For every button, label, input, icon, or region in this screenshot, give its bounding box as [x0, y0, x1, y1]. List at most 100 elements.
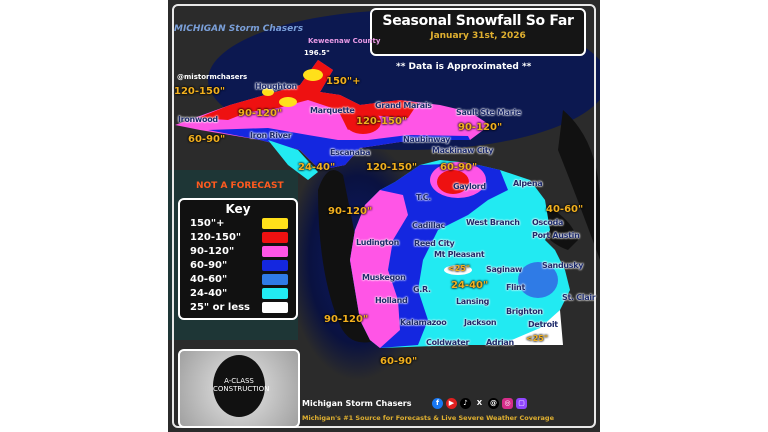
detroit-white [500, 310, 563, 345]
amount-label: <25" [526, 334, 549, 343]
legend-label: 40-60" [190, 273, 228, 285]
legend-swatch [262, 231, 288, 243]
city-label: Escanaba [330, 148, 371, 157]
legend-item: 24-40" [180, 286, 296, 300]
youtube-icon[interactable]: ▶ [446, 398, 457, 409]
city-label: West Branch [466, 218, 520, 227]
city-label: Detroit [528, 320, 558, 329]
amount-label: 60-90" [440, 162, 478, 173]
instagram-icon[interactable]: ◎ [502, 398, 513, 409]
threads-icon[interactable]: @ [488, 398, 499, 409]
legend-label: 24-40" [190, 287, 228, 299]
amount-label: 150"+ [326, 76, 361, 87]
legend-swatch [262, 301, 288, 313]
legend-label: 25" or less [190, 301, 251, 313]
grand-marais-red [345, 110, 381, 134]
city-label: Houghton [255, 82, 297, 91]
lp-pink-band [350, 190, 408, 348]
sponsor-logo-text: A-CLASS CONSTRUCTION [213, 377, 270, 393]
lake-huron [558, 110, 600, 260]
legend-swatch [262, 287, 288, 299]
x-icon[interactable]: X [474, 398, 485, 409]
legend-item: 150"+ [180, 216, 296, 230]
city-label: Gaylord [453, 182, 486, 191]
amount-label: 90-120" [324, 314, 369, 325]
city-label: Kalamazoo [400, 318, 447, 327]
legend-swatch [262, 273, 288, 285]
city-label: Mackinaw City [432, 146, 494, 155]
max-place: Keweenaw County [308, 37, 381, 45]
city-label: Mt Pleasant [434, 250, 485, 259]
legend-label: 60-90" [190, 259, 228, 271]
amount-label: 24-40" [451, 280, 489, 291]
sponsor-logo: A-CLASS CONSTRUCTION [178, 349, 300, 428]
city-label: Oscoda [532, 218, 564, 227]
amount-label: 120-150" [174, 86, 226, 97]
city-label: Muskegon [362, 273, 406, 282]
up-blue-band [208, 128, 470, 170]
city-label: Reed City [414, 239, 455, 248]
amount-label: 60-90" [380, 356, 418, 367]
not-a-forecast: NOT A FORECAST [196, 181, 284, 191]
snowfall-map: MICHIGAN Storm Chasers Seasonal Snowfall… [168, 0, 600, 432]
city-label: Lansing [456, 297, 490, 306]
city-label: Ironwood [178, 115, 218, 124]
twitch-icon[interactable]: ▢ [516, 398, 527, 409]
tiktok-icon[interactable]: ♪ [460, 398, 471, 409]
city-label: Sandusky [542, 261, 584, 270]
legend-swatch [262, 217, 288, 229]
facebook-icon[interactable]: f [432, 398, 443, 409]
legend-item: 40-60" [180, 272, 296, 286]
thumb-blue [518, 262, 558, 298]
houghton-yellow-2 [262, 88, 274, 96]
keweenaw-yellow [303, 69, 323, 81]
city-label: Naubinway [403, 135, 451, 144]
legend-label: 120-150" [190, 231, 242, 243]
footer-tagline: Michigan's #1 Source for Forecasts & Liv… [302, 414, 554, 422]
city-label: Grand Marais [375, 101, 432, 110]
amount-label: 90-120" [238, 108, 283, 119]
legend-item: 120-150" [180, 230, 296, 244]
upper-peninsula [175, 60, 490, 170]
city-label: St. Clair [562, 293, 596, 302]
amount-label: 90-120" [328, 206, 373, 217]
city-label: Sault Ste Marie [456, 108, 521, 117]
handle: @mistormchasers [177, 73, 248, 81]
city-label: Holland [375, 296, 408, 305]
gaylord-red [437, 170, 469, 194]
city-label: T.C. [416, 193, 431, 202]
city-label: Marquette [310, 106, 355, 115]
city-label: Port Austin [532, 231, 580, 240]
amount-label: 40-60" [546, 204, 584, 215]
amount-label: 90-120" [458, 122, 503, 133]
sponsor-logo-badge: A-CLASS CONSTRUCTION [213, 355, 270, 417]
city-label: Flint [506, 283, 525, 292]
city-label: Iron River [250, 131, 292, 140]
legend-label: 150"+ [190, 217, 225, 229]
max-value: 196.5" [304, 49, 330, 57]
city-label: Alpena [513, 179, 543, 188]
legend-item: 25" or less [180, 300, 296, 314]
brand-watermark: MICHIGAN Storm Chasers [174, 24, 304, 34]
legend-title: Key [225, 202, 251, 216]
city-label: Coldwater [426, 338, 470, 347]
up-cyan [268, 140, 318, 180]
city-label: Cadillac [412, 221, 445, 230]
city-label: G.R. [413, 285, 431, 294]
legend-item: 60-90" [180, 258, 296, 272]
footer-brand: Michigan Storm Chasers [302, 399, 412, 408]
city-label: Jackson [464, 318, 497, 327]
legend-swatch [262, 259, 288, 271]
approx-note: ** Data is Approximated ** [396, 62, 532, 72]
image-frame [172, 4, 596, 428]
title-box: Seasonal Snowfall So Far January 31st, 2… [370, 8, 586, 56]
page-title: Seasonal Snowfall So Far [382, 13, 574, 29]
amount-label: 120-150" [356, 116, 408, 127]
city-label: Brighton [506, 307, 543, 316]
mt-pleasant-white [444, 265, 472, 275]
city-label: Saginaw [486, 265, 523, 274]
legend-swatch [262, 245, 288, 257]
legend-label: 90-120" [190, 245, 235, 257]
amount-label: 120-150" [366, 162, 418, 173]
amount-label: 24-40" [298, 162, 336, 173]
